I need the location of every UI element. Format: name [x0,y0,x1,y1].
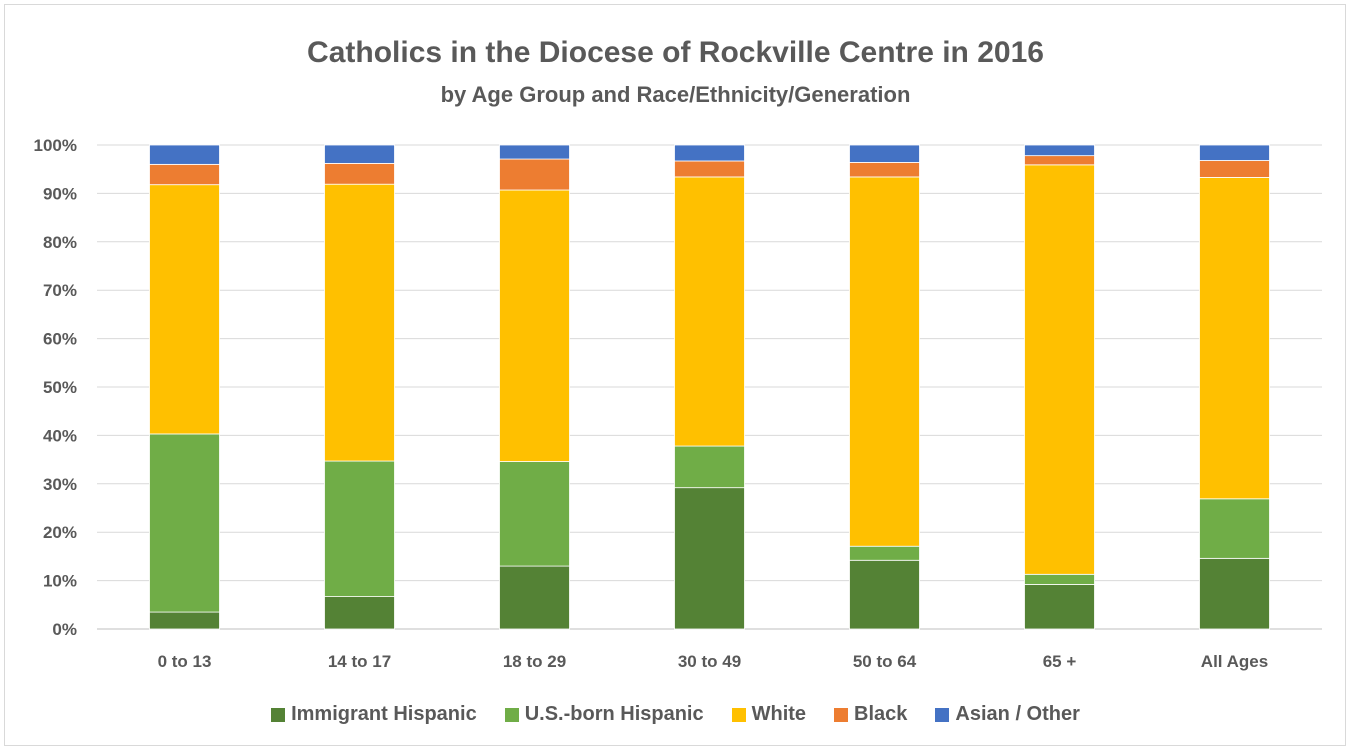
bar-segment-asian-other [149,144,220,165]
legend-label: Black [854,703,908,725]
y-tick-label: 0% [52,620,77,639]
x-tick-label: 65 + [1043,652,1077,671]
y-tick-label: 60% [43,330,77,349]
y-tick-label: 40% [43,426,77,445]
legend-label: U.S.-born Hispanic [524,703,704,725]
bar-segment-black [1024,155,1095,166]
bar-segment-white [499,189,570,462]
x-tick-label: 14 to 17 [328,652,391,671]
bar-segment-immigrant-hispanic [499,565,570,630]
y-tick-label: 30% [43,475,77,494]
bar-segment-u-s-born-hispanic [1024,573,1095,585]
bar-segment-u-s-born-hispanic [674,445,745,489]
bar-segment-asian-other [1024,144,1095,157]
legend-label: Asian / Other [955,703,1080,725]
y-tick-label: 50% [43,378,77,397]
bar-segment-black [149,163,220,186]
chart-legend: Immigrant Hispanic U.S.-born Hispanic Whit… [0,703,1351,726]
bar-segment-immigrant-hispanic [1024,584,1095,630]
y-tick-label: 80% [43,233,77,252]
legend-swatch [271,707,286,722]
bar-segment-white [674,176,745,447]
x-tick-label: 0 to 13 [158,652,212,671]
bar-segment-asian-other [499,144,570,160]
legend-label: Immigrant Hispanic [291,703,477,725]
bar-segment-asian-other [324,144,395,164]
bar-segment-u-s-born-hispanic [499,461,570,567]
legend-item: White [731,703,807,726]
legend-label: White [751,703,807,725]
y-tick-label: 20% [43,523,77,542]
bar-segment-white [324,183,395,462]
y-tick-label: 90% [43,184,77,203]
chart-title: Catholics in the Diocese of Rockville Ce… [307,36,1044,69]
bar-segment-u-s-born-hispanic [1199,498,1270,559]
bar-segment-black [324,162,395,185]
bar-segment-immigrant-hispanic [1199,557,1270,630]
bar-segment-asian-other [849,144,920,163]
x-tick-label: 50 to 64 [853,652,917,671]
bar-segment-u-s-born-hispanic [324,460,395,597]
legend-item: Asian / Other [935,703,1080,726]
x-tick-label: 30 to 49 [678,652,741,671]
bar-segment-asian-other [1199,144,1270,161]
bar-segment-black [499,158,570,191]
y-tick-label: 100% [34,136,77,155]
bar-segment-white [849,176,920,547]
legend-item: U.S.-born Hispanic [504,703,704,726]
legend-item: Black [834,703,907,726]
bar-segment-white [149,184,220,435]
legend-swatch [504,707,519,722]
legend-swatch [834,707,849,722]
x-tick-label: 18 to 29 [503,652,566,671]
x-tick-label: All Ages [1201,652,1268,671]
bar-segment-black [849,162,920,178]
bar-segment-u-s-born-hispanic [149,433,220,613]
bar-segment-black [674,160,745,178]
bar-segment-u-s-born-hispanic [849,545,920,561]
chart-subtitle: by Age Group and Race/Ethnicity/Generati… [440,82,911,107]
y-tick-label: 10% [43,572,77,591]
bar-segment-immigrant-hispanic [674,487,745,630]
bar-segment-immigrant-hispanic [149,611,220,630]
legend-swatch [935,707,950,722]
bar-segment-immigrant-hispanic [324,596,395,630]
bar-segment-white [1199,177,1270,500]
bar-segment-black [1199,160,1270,178]
bar-segment-white [1024,164,1095,575]
bar-segment-asian-other [674,144,745,162]
legend-item: Immigrant Hispanic [271,703,477,726]
bar-segment-immigrant-hispanic [849,559,920,630]
legend-swatch [731,707,746,722]
y-tick-label: 70% [43,281,77,300]
